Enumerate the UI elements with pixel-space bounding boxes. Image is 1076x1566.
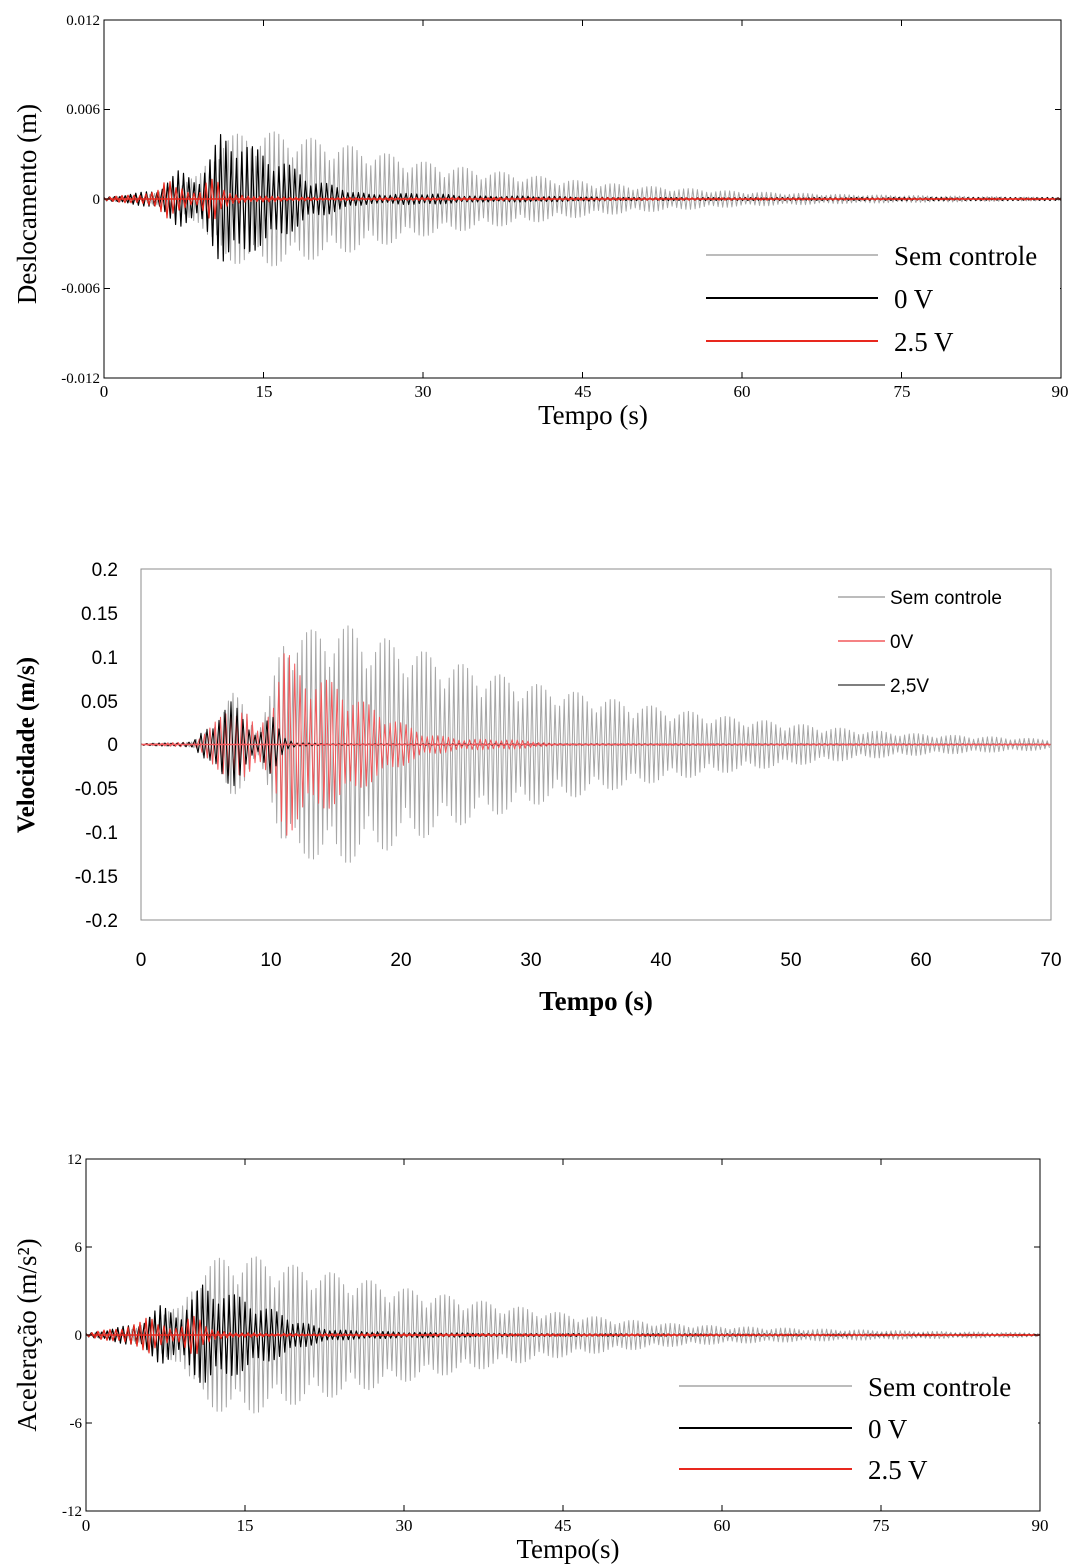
chart-aceleracao-svg: 12 6 0 -6 -12 0 15 30 45 60 75 90 Tempo(…	[12, 1152, 1049, 1564]
y-tick-label: -6	[70, 1416, 83, 1432]
x-tick-label: 30	[396, 1516, 413, 1535]
y-tick-label: 0.15	[81, 604, 118, 625]
x-axis-label: Tempo(s)	[516, 1534, 619, 1564]
waveform-layer	[85, 1256, 1041, 1414]
x-tick-label: 90	[1052, 382, 1069, 401]
legend-label-0v: 0V	[890, 632, 914, 653]
x-tick-label: 30	[520, 950, 541, 971]
x-tick-label: 40	[650, 950, 671, 971]
tick-layer	[85, 1158, 1041, 1512]
y-tick-label: 6	[75, 1240, 83, 1256]
chart-velocidade: 0.2 0.15 0.1 0.05 0 -0.05 -0.1 -0.15 -0.…	[0, 545, 1076, 1035]
legend-label-sem-controle: Sem controle	[890, 588, 1002, 609]
y-axis-label: Velocidade (m/s)	[13, 657, 40, 833]
x-tick-label: 0	[136, 950, 147, 971]
y-tick-label: -0.1	[85, 823, 118, 844]
y-tick-labels: 0.012 0.006 0 -0.006 -0.012	[61, 13, 100, 387]
legend-label-0v: 0 V	[868, 1414, 908, 1444]
x-tick-label: 75	[894, 382, 911, 401]
y-tick-label: -12	[62, 1504, 82, 1520]
x-tick-label: 75	[873, 1516, 890, 1535]
y-tick-label: 0	[107, 735, 118, 756]
y-tick-label: 0.05	[81, 692, 118, 713]
x-tick-label: 10	[260, 950, 281, 971]
x-tick-label: 60	[714, 1516, 731, 1535]
y-tick-label: -0.15	[75, 867, 118, 888]
y-tick-label: -0.05	[75, 779, 118, 800]
chart-aceleracao: 12 6 0 -6 -12 0 15 30 45 60 75 90 Tempo(…	[0, 1140, 1076, 1566]
chart-deslocamento: 0.012 0.006 0 -0.006 -0.012 0 15 30 45 6…	[0, 0, 1076, 440]
y-tick-label: 0.006	[66, 102, 100, 118]
y-tick-label: 0.012	[66, 13, 100, 29]
y-tick-label: -0.2	[85, 911, 118, 932]
x-tick-label: 60	[910, 950, 931, 971]
y-axis-label: Deslocamento (m)	[12, 104, 42, 304]
x-axis-label: Tempo (s)	[538, 400, 648, 430]
x-tick-label: 70	[1040, 950, 1061, 971]
x-tick-label: 60	[734, 382, 751, 401]
waveform-layer	[140, 625, 1051, 863]
x-tick-labels: 0 15 30 45 60 75 90	[82, 1516, 1049, 1535]
y-tick-label: 12	[67, 1152, 82, 1168]
plot-frame	[140, 568, 1052, 921]
legend-label-2-5v: 2.5 V	[894, 327, 954, 357]
y-tick-labels: 12 6 0 -6 -12	[62, 1152, 83, 1520]
x-tick-label: 90	[1032, 1516, 1049, 1535]
y-tick-labels: 0.2 0.15 0.1 0.05 0 -0.05 -0.1 -0.15 -0.…	[75, 560, 118, 932]
waveform-layer	[103, 131, 1062, 267]
x-tick-label: 0	[100, 382, 109, 401]
legend-label-2-5v: 2,5V	[890, 676, 929, 697]
chart-velocidade-svg: 0.2 0.15 0.1 0.05 0 -0.05 -0.1 -0.15 -0.…	[13, 560, 1062, 1016]
x-tick-label: 15	[256, 382, 273, 401]
legend: Sem controle 0V 2,5V	[838, 588, 1002, 697]
x-tick-labels: 0 10 20 30 40 50 60 70	[136, 950, 1062, 971]
legend-label-sem-controle: Sem controle	[894, 241, 1037, 271]
x-tick-label: 45	[555, 1516, 572, 1535]
series-waveform-2	[85, 1284, 1041, 1383]
legend-label-sem-controle: Sem controle	[868, 1372, 1011, 1402]
x-tick-labels: 0 15 30 45 60 75 90	[100, 382, 1069, 401]
legend: Sem controle 0 V 2.5 V	[672, 1368, 1038, 1488]
x-tick-label: 30	[415, 382, 432, 401]
tick-layer	[103, 19, 1062, 379]
legend-label-2-5v: 2.5 V	[868, 1455, 928, 1485]
legend: Sem controle 0 V 2.5 V	[700, 238, 1060, 358]
legend-label-0v: 0 V	[894, 284, 934, 314]
y-tick-label: -0.006	[61, 281, 100, 297]
x-tick-label: 20	[390, 950, 411, 971]
y-tick-label: 0	[93, 192, 101, 208]
y-tick-label: -0.012	[61, 371, 100, 387]
y-axis-label: Aceleração (m/s²)	[12, 1238, 42, 1431]
y-tick-label: 0	[75, 1328, 83, 1344]
x-axis-label: Tempo (s)	[539, 986, 653, 1016]
x-tick-label: 0	[82, 1516, 91, 1535]
x-tick-label: 50	[780, 950, 801, 971]
y-tick-label: 0.2	[92, 560, 118, 581]
chart-deslocamento-svg: 0.012 0.006 0 -0.006 -0.012 0 15 30 45 6…	[12, 13, 1069, 430]
x-tick-label: 15	[237, 1516, 254, 1535]
series-waveform-1	[85, 1256, 1039, 1414]
y-tick-label: 0.1	[92, 648, 118, 669]
x-tick-label: 45	[575, 382, 592, 401]
